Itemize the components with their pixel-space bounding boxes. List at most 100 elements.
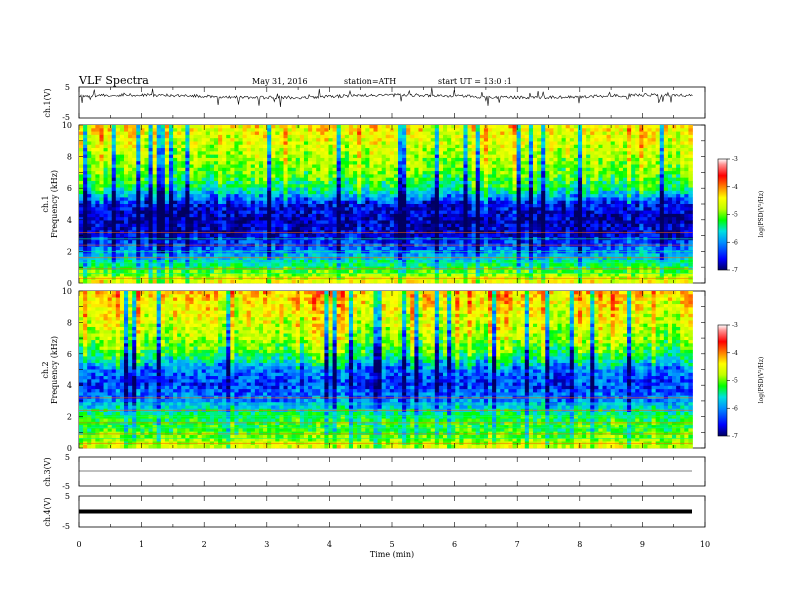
spectrogram-cell [201, 161, 207, 165]
spectrogram-cell [512, 134, 518, 139]
spectrogram-cell [148, 157, 154, 162]
spectrogram-cell [373, 210, 378, 215]
spectrogram-cell [271, 138, 276, 142]
spectrogram-cell [549, 128, 554, 132]
spectrogram-cell [132, 157, 137, 162]
spectrogram-cell [651, 174, 657, 179]
spectrogram-cell [365, 141, 370, 146]
spectrogram-cell [561, 141, 567, 146]
spectrogram-cell [168, 194, 174, 198]
spectrogram-cell [647, 184, 652, 188]
spectrogram-cell [381, 128, 387, 132]
spectrogram-cell [471, 177, 477, 182]
spectrogram-cell [561, 220, 567, 225]
spectrogram-cell [189, 177, 194, 182]
spectrogram-cell [561, 194, 567, 198]
spectrogram-cell [381, 164, 387, 169]
spectrogram-cell [332, 200, 338, 205]
spectrogram-cell [373, 190, 378, 195]
spectrogram-cell [111, 154, 117, 159]
spectrogram-cell [287, 128, 293, 132]
spectrogram-cell [557, 167, 562, 172]
spectrogram-cell [115, 164, 121, 169]
spectrogram-cell [87, 200, 92, 205]
spectrogram-cell [246, 190, 252, 195]
spectrogram-cell [238, 220, 243, 225]
spectrogram-cell [312, 141, 317, 146]
spectrogram-cell [606, 217, 612, 221]
spectrogram-cell [508, 184, 513, 188]
spectrogram-cell [569, 171, 575, 175]
spectrogram-cell [344, 180, 350, 185]
spectrogram-cell [148, 217, 154, 221]
spectrogram-cell [201, 200, 207, 205]
spectrogram-cell [622, 213, 628, 218]
spectrogram-cell [177, 161, 182, 165]
spectrogram-cell [459, 200, 464, 205]
spectrogram-cell [156, 227, 162, 231]
spectrogram-cell [173, 138, 178, 142]
spectrogram-cell [95, 184, 100, 188]
spectrogram-cell [222, 164, 227, 169]
spectrogram-cell [144, 164, 149, 169]
spectrogram-cell [263, 174, 268, 179]
spectrogram-cell [398, 194, 403, 198]
spectrogram-cell [209, 177, 215, 182]
spectrogram-cell [381, 157, 387, 162]
spectrogram-cell [365, 187, 370, 192]
spectrogram-cell [205, 131, 211, 136]
spectrogram-cell [99, 194, 104, 198]
spectrogram-cell [115, 197, 121, 202]
spectrogram-cell [189, 210, 194, 215]
spectrogram-cell [627, 194, 632, 198]
spectrogram-cell [434, 161, 440, 165]
spectrogram-cell [185, 154, 190, 159]
spectrogram-cell [389, 187, 395, 192]
spectrogram-cell [573, 151, 579, 156]
spectrogram-cell [230, 148, 235, 152]
spectrogram-cell [283, 151, 288, 156]
spectrogram-cell [238, 187, 243, 192]
spectrogram-cell [385, 223, 391, 228]
spectrogram-cell [573, 227, 579, 231]
spectrogram-cell [119, 220, 125, 225]
spectrogram-cell [181, 174, 186, 179]
spectrogram-cell [532, 167, 538, 172]
spectrogram-cell [598, 128, 603, 132]
spectrogram-cell [99, 157, 104, 162]
spectrogram-cell [132, 171, 137, 175]
spectrogram-cell [136, 194, 141, 198]
spectrogram-cell [475, 174, 481, 179]
spectrogram-cell [651, 200, 657, 205]
spectrogram-cell [115, 157, 121, 162]
spectrogram-cell [312, 180, 317, 185]
spectrogram-cell [328, 187, 333, 192]
spectrogram-cell [295, 174, 301, 179]
spectrogram-cell [348, 138, 354, 142]
spectrogram-cell [418, 141, 423, 146]
spectrogram-cell [659, 197, 665, 202]
spectrogram-cell [357, 223, 362, 228]
spectrogram-cell [443, 180, 448, 185]
spectrogram-cell [320, 125, 325, 129]
spectrogram-cell [492, 210, 497, 215]
spectrogram-cell [295, 217, 301, 221]
spectrogram-cell [532, 174, 538, 179]
spectrogram-cell [303, 154, 309, 159]
spectrogram-cell [516, 131, 522, 136]
spectrogram-cell [377, 174, 383, 179]
spectrogram-cell [524, 171, 530, 175]
spectrogram-cell [455, 148, 460, 152]
spectrogram-cell [528, 180, 534, 185]
spectrogram-cell [631, 141, 636, 146]
spectrogram-cell [238, 167, 243, 172]
spectrogram-cell [398, 167, 403, 172]
spectrogram-cell [471, 200, 477, 205]
spectrogram-cell [279, 227, 284, 231]
spectrogram-cell [344, 217, 350, 221]
spectrogram-cell [463, 210, 468, 215]
spectrogram-cell [258, 227, 264, 231]
spectrogram-cell [459, 180, 464, 185]
spectrogram-cell [156, 154, 162, 159]
spectrogram-cell [197, 217, 203, 221]
